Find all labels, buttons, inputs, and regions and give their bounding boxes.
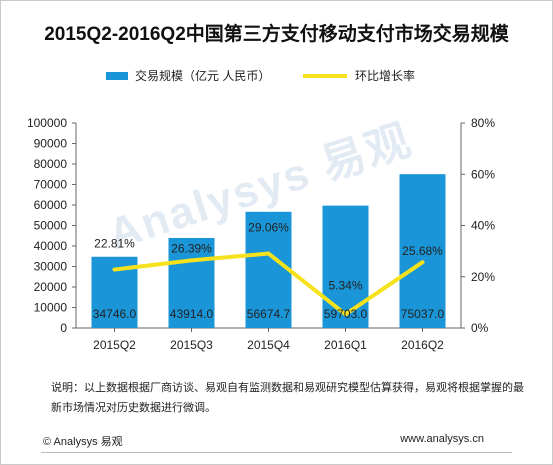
y-right-tick-label: 60% [471, 167, 495, 181]
growth-value-label: 22.81% [94, 237, 135, 251]
copyright-text: © Analysys 易观 [43, 436, 123, 448]
y-right-tick-label: 40% [471, 219, 495, 233]
growth-value-label: 25.68% [402, 244, 443, 258]
bar-value-label: 75037.0 [401, 307, 445, 321]
bar-value-label: 56674.7 [247, 307, 291, 321]
y-left-tick-label: 90000 [34, 137, 68, 151]
x-tick-label: 2016Q1 [324, 338, 367, 352]
legend-bar-label: 交易规模（亿元 人民币） [135, 68, 270, 83]
y-left-tick-label: 10000 [34, 301, 68, 315]
bar [399, 174, 446, 328]
growth-value-label: 29.06% [248, 221, 289, 235]
x-tick-label: 2015Q4 [247, 338, 290, 352]
legend-bar-swatch [106, 72, 128, 80]
growth-value-label: 26.39% [171, 241, 212, 255]
y-left-tick-label: 0 [60, 321, 67, 335]
y-left-tick-label: 70000 [34, 178, 68, 192]
website-text: www.analysys.cn [400, 433, 484, 445]
bar [322, 205, 369, 328]
footnote: 说明：以上数据根据厂商访谈、易观自有监测数据和易观研究模型估算获得，易观将根据掌… [51, 382, 524, 414]
bar-value-label: 43914.0 [170, 307, 214, 321]
y-left-tick-label: 20000 [34, 280, 68, 294]
y-left-tick-label: 60000 [34, 198, 68, 212]
footer-divider [41, 452, 512, 453]
chart-title: 2015Q2-2016Q2中国第三方支付移动支付市场交易规模 [44, 24, 509, 45]
y-right-tick-label: 20% [471, 270, 495, 284]
bar [245, 211, 292, 328]
y-left-tick-label: 100000 [27, 116, 67, 130]
x-tick-label: 2015Q2 [93, 338, 136, 352]
x-tick-label: 2016Q2 [401, 338, 444, 352]
legend-line-label: 环比增长率 [355, 68, 415, 83]
y-right-tick-label: 80% [471, 116, 495, 130]
bar [168, 237, 215, 328]
y-left-tick-label: 40000 [34, 239, 68, 253]
chart-svg: 交易规模（亿元 人民币） 环比增长率 0 10000 20000 30000 40000 50… [27, 68, 495, 352]
y-right-tick-label: 0% [471, 321, 489, 335]
bar-value-label: 59703.0 [324, 307, 368, 321]
growth-line [112, 251, 425, 317]
growth-value-label: 5.34% [328, 278, 362, 292]
x-tick-label: 2015Q3 [170, 338, 213, 352]
y-left-tick-label: 50000 [34, 219, 68, 233]
bar-value-label: 34746.0 [93, 307, 137, 321]
y-left-tick-label: 80000 [34, 157, 68, 171]
y-left-tick-label: 30000 [34, 260, 68, 274]
